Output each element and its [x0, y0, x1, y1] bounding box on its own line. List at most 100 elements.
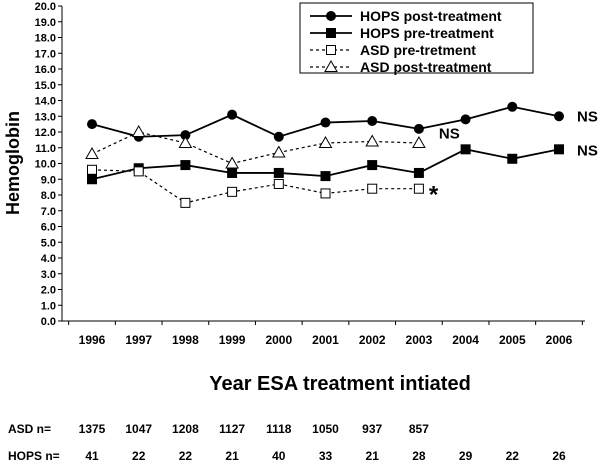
data-point: [227, 167, 238, 178]
series-3: [85, 124, 426, 169]
data-point: [87, 174, 97, 185]
x-axis-label: Year ESA treatment intiated: [209, 373, 471, 395]
asd-n-value: 857: [409, 422, 429, 436]
legend-marker: [326, 45, 336, 55]
data-point: [460, 114, 471, 125]
data-point: [180, 130, 191, 141]
y-tick-label: 2.0: [41, 285, 56, 297]
x-tick-label: 2003: [406, 333, 433, 347]
series-line: [91, 131, 419, 165]
y-tick-label: 13.0: [35, 111, 56, 123]
y-tick-label: 1.0: [41, 300, 56, 312]
legend-entry: HOPS post-treatment: [360, 8, 502, 24]
x-tick-label: 2004: [452, 333, 479, 347]
y-tick-label: 14.0: [35, 96, 56, 108]
y-tick-label: 15.0: [35, 80, 56, 92]
hops-n-value: 21: [225, 449, 239, 462]
data-point: [225, 156, 239, 169]
y-tick-label: 0.0: [41, 316, 56, 328]
asd-n-value: 937: [362, 422, 382, 436]
legend-entry: ASD pre-tretment: [360, 42, 476, 58]
annotation: NS: [577, 142, 598, 159]
series-line: [91, 169, 419, 204]
data-point: [413, 167, 424, 178]
data-point: [87, 119, 97, 130]
y-tick-label: 3.0: [41, 269, 56, 281]
asd-n-label: ASD n=: [8, 422, 51, 436]
legend-entry: ASD post-treatment: [360, 59, 492, 75]
y-tick-label: 4.0: [41, 253, 56, 265]
data-point: [318, 136, 333, 149]
asd-n-value: 1047: [125, 422, 152, 436]
data-point: [227, 109, 238, 120]
data-point: [273, 167, 284, 178]
data-point: [133, 166, 144, 177]
data-point: [367, 160, 378, 171]
legend-marker: [326, 28, 336, 38]
x-tick-label: 2005: [499, 333, 526, 347]
x-tick-label: 2006: [546, 333, 573, 347]
data-point: [273, 178, 284, 189]
data-point: [507, 101, 518, 112]
data-point: [180, 160, 191, 171]
x-tick-label: 2002: [359, 333, 386, 347]
series-layer: [85, 101, 564, 208]
series-2: [87, 164, 424, 208]
y-tick-label: 12.0: [35, 127, 56, 139]
data-point: [271, 145, 286, 158]
data-point: [87, 164, 97, 175]
x-tick-label: 1997: [125, 333, 152, 347]
data-point: [365, 134, 380, 147]
data-point: [413, 183, 424, 194]
hops-n-value: 28: [412, 449, 426, 462]
series-1: [87, 144, 564, 185]
x-tick-label: 2001: [312, 333, 339, 347]
asd-n-value: 1127: [219, 422, 245, 436]
x-tick-label: 1998: [172, 333, 199, 347]
x-tick-label: 1996: [79, 333, 106, 347]
hops-n-value: 26: [552, 449, 566, 462]
data-point: [180, 197, 191, 208]
y-tick-label: 18.0: [35, 33, 56, 45]
asd-n-value: 1118: [266, 422, 292, 436]
y-tick-label: 20.0: [35, 1, 56, 13]
data-point: [178, 136, 193, 149]
y-tick-label: 5.0: [41, 237, 56, 249]
data-point: [131, 124, 146, 137]
x-tick-label: 1999: [219, 333, 246, 347]
data-point: [367, 183, 378, 194]
y-axis-label: Hemoglobin: [3, 111, 23, 215]
data-point: [412, 136, 426, 149]
data-point: [273, 131, 284, 142]
y-tick-label: 19.0: [35, 17, 56, 29]
hops-n-value: 21: [366, 449, 380, 462]
data-point: [320, 171, 331, 182]
data-point: [413, 123, 424, 134]
asd-n-value: 1050: [312, 422, 339, 436]
data-point: [320, 188, 331, 199]
y-tick-label: 16.0: [35, 64, 56, 76]
data-point: [227, 186, 238, 197]
data-point: [367, 115, 378, 126]
asd-n-value: 1208: [172, 422, 199, 436]
data-point: [85, 147, 99, 160]
annotation: NS: [577, 108, 598, 125]
sample-size-table: ASD n= HOPS n= 1375 1047 1208 1127 1118 1050 9…: [8, 422, 566, 462]
asd-n-value: 1375: [79, 422, 106, 436]
annotation: NS: [439, 125, 460, 142]
x-tick-label: 2000: [265, 333, 292, 347]
data-point: [460, 144, 471, 155]
axes: 0.0 1.0 2.0 3.0 4.0 5.0 6.0 7.0 8.0 9.0 10.0 11.0 12…: [35, 1, 585, 347]
legend-box: [299, 2, 534, 74]
y-tick-label: 9.0: [41, 174, 56, 186]
legend-entry: HOPS pre-treatment: [360, 25, 494, 41]
hops-n-value: 22: [179, 449, 193, 462]
data-point: [507, 153, 518, 164]
hops-n-label: HOPS n=: [8, 449, 60, 462]
series-0: [87, 101, 564, 142]
y-tick-label: 10.0: [35, 159, 56, 171]
legend-marker: [324, 59, 338, 72]
annotations: NS NS NS *: [429, 108, 598, 208]
